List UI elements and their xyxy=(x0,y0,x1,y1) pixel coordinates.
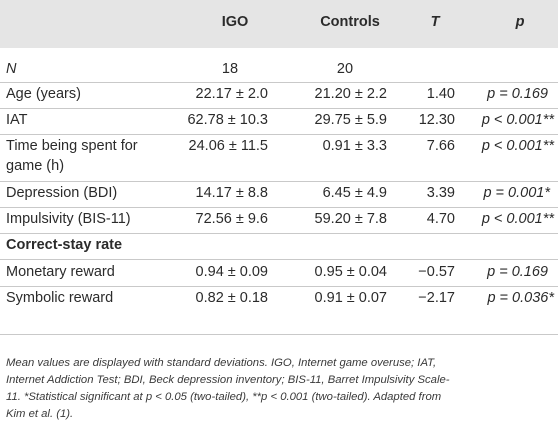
row-label-n: N xyxy=(6,61,17,77)
cell-n-controls: 20 xyxy=(336,61,354,77)
cell-impulsivity-t: 4.70 xyxy=(426,211,455,227)
cell-age-p: p = 0.169 xyxy=(487,86,548,102)
row-divider xyxy=(0,134,558,135)
footnote-line-2: Internet Addiction Test; BDI, Beck depre… xyxy=(6,374,450,386)
header-igo: IGO xyxy=(221,14,249,30)
row-label-impulsivity: Impulsivity (BIS-11) xyxy=(6,211,131,227)
row-label-time-line1: Time being spent for xyxy=(6,138,138,154)
row-label-age: Age (years) xyxy=(6,86,81,102)
row-divider xyxy=(0,181,558,182)
cell-iat-controls: 29.75 ± 5.9 xyxy=(314,112,387,128)
cell-age-t: 1.40 xyxy=(426,86,455,102)
row-divider xyxy=(0,233,558,234)
cell-monetary-controls: 0.95 ± 0.04 xyxy=(314,264,387,280)
footnote-line-3: 11. *Statistical significant at p < 0.05… xyxy=(6,391,442,403)
cell-symbolic-igo: 0.82 ± 0.18 xyxy=(195,290,268,306)
cell-impulsivity-controls: 59.20 ± 7.8 xyxy=(314,211,387,227)
cell-impulsivity-p: p < 0.001** xyxy=(481,211,554,227)
cell-monetary-igo: 0.94 ± 0.09 xyxy=(195,264,268,280)
cell-monetary-p: p = 0.169 xyxy=(487,264,548,280)
cell-time-p: p < 0.001** xyxy=(481,138,554,154)
cell-monetary-t: −0.57 xyxy=(418,264,455,280)
table-bottom-rule xyxy=(0,334,558,335)
cell-depression-t: 3.39 xyxy=(426,185,455,201)
row-label-iat: IAT xyxy=(6,112,28,128)
row-label-time-line2: game (h) xyxy=(6,158,65,174)
cell-iat-igo: 62.78 ± 10.3 xyxy=(187,112,268,128)
cell-symbolic-controls: 0.91 ± 0.07 xyxy=(314,290,387,306)
row-label-depression: Depression (BDI) xyxy=(6,185,118,201)
row-divider xyxy=(0,259,558,260)
cell-age-controls: 21.20 ± 2.2 xyxy=(314,86,387,102)
row-divider xyxy=(0,82,558,83)
header-controls: Controls xyxy=(320,14,380,30)
section-title-correct-stay: Correct-stay rate xyxy=(6,237,123,253)
footnote-line-1: Mean values are displayed with standard … xyxy=(6,357,437,369)
row-divider xyxy=(0,286,558,287)
row-label-symbolic: Symbolic reward xyxy=(6,290,114,306)
cell-iat-p: p < 0.001** xyxy=(481,112,554,128)
footnote-line-4: Kim et al. (1). xyxy=(6,408,74,420)
table-header-band xyxy=(0,0,558,48)
cell-depression-controls: 6.45 ± 4.9 xyxy=(322,185,387,201)
header-t: T xyxy=(430,14,440,30)
row-divider xyxy=(0,207,558,208)
cell-depression-igo: 14.17 ± 8.8 xyxy=(195,185,268,201)
header-p: p xyxy=(515,14,525,30)
cell-time-t: 7.66 xyxy=(426,138,455,154)
cell-depression-p: p = 0.001* xyxy=(483,185,550,201)
cell-age-igo: 22.17 ± 2.0 xyxy=(195,86,268,102)
cell-symbolic-t: −2.17 xyxy=(418,290,455,306)
cell-iat-t: 12.30 xyxy=(418,112,455,128)
row-divider xyxy=(0,108,558,109)
cell-symbolic-p: p = 0.036* xyxy=(487,290,554,306)
row-label-monetary: Monetary reward xyxy=(6,264,115,280)
cell-n-igo: 18 xyxy=(221,61,239,77)
cell-impulsivity-igo: 72.56 ± 9.6 xyxy=(195,211,268,227)
cell-time-igo: 24.06 ± 11.5 xyxy=(188,138,268,154)
table-footnote: Mean values are displayed with standard … xyxy=(6,355,551,423)
cell-time-controls: 0.91 ± 3.3 xyxy=(322,138,387,154)
